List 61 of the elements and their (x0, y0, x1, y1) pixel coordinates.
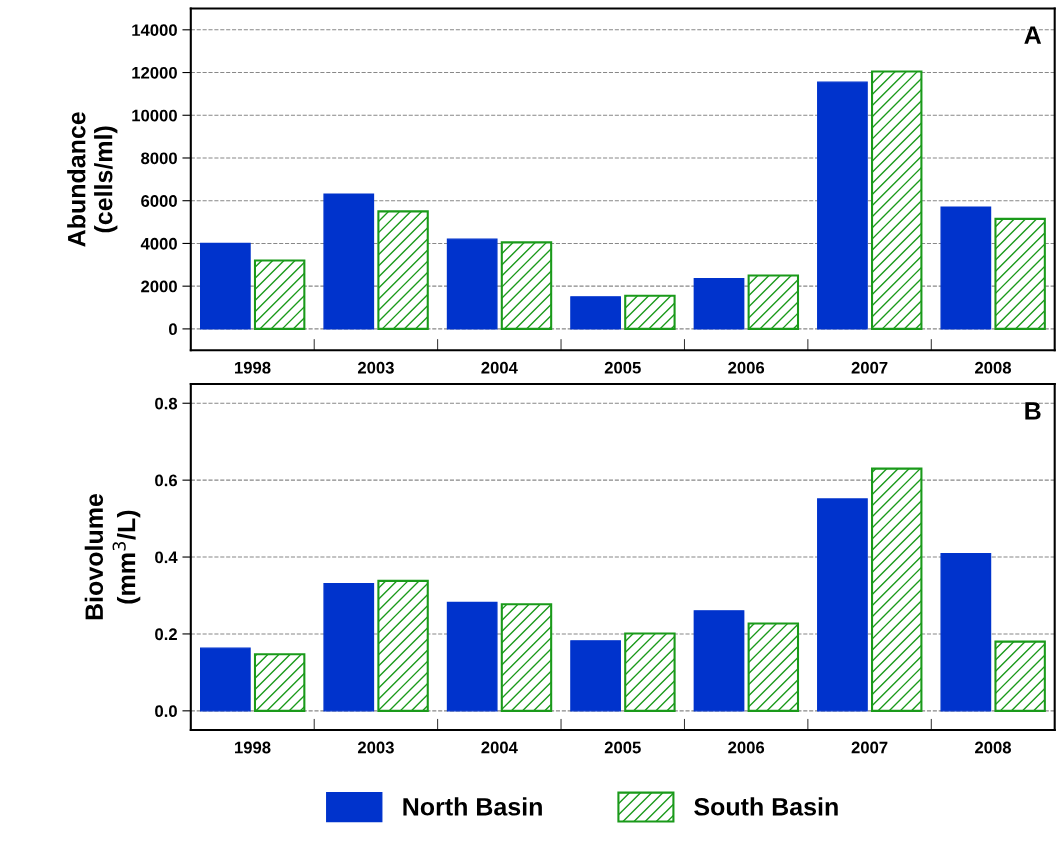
bar (747, 274, 800, 330)
x-tick-label: 2007 (851, 361, 888, 374)
legend-label: South Basin (694, 797, 838, 816)
x-tick-label: 2007 (851, 741, 888, 754)
x-tick-label: 2003 (357, 361, 394, 374)
y-tick-label: 0.6 (155, 474, 178, 487)
y-tick-label: 0.4 (155, 551, 178, 564)
annotation: B (1025, 402, 1041, 420)
y-axis-title: Abundance (cells/ml) (67, 112, 118, 247)
bar (323, 193, 375, 330)
bar (994, 640, 1046, 712)
legend-label: North Basin (403, 797, 542, 816)
bar (994, 217, 1046, 330)
y-tick-label: 14000 (132, 24, 177, 37)
x-tick-label: 1998 (235, 361, 271, 374)
bar (570, 296, 621, 330)
bar (940, 552, 992, 712)
bar (199, 242, 251, 330)
x-tick-label: 2004 (481, 361, 518, 374)
y-tick-label: 0.0 (155, 705, 177, 718)
bar (446, 238, 498, 330)
bar (377, 210, 429, 330)
bar (570, 640, 621, 712)
y-tick-label: 2000 (141, 280, 177, 293)
bar (817, 81, 868, 330)
bar (940, 206, 992, 330)
bar (500, 241, 553, 330)
y-tick-label: 0.2 (155, 628, 177, 641)
bar (871, 467, 923, 712)
x-tick-label: 1998 (235, 741, 271, 754)
x-tick-label: 2004 (481, 741, 518, 754)
y-tick-label: 12000 (132, 66, 177, 79)
y-tick-label: 10000 (132, 109, 177, 122)
bar (693, 277, 745, 330)
x-tick-label: 2008 (975, 361, 1012, 374)
x-tick-label: 2006 (728, 361, 765, 374)
annotation: A (1024, 26, 1042, 44)
x-tick-label: 2003 (357, 741, 394, 754)
y-tick-label: 0.8 (155, 397, 178, 410)
x-tick-label: 2006 (728, 741, 765, 754)
x-tick-label: 2005 (604, 741, 641, 754)
bar (199, 647, 251, 712)
bar (817, 498, 868, 712)
bar (377, 579, 429, 712)
bar (323, 582, 375, 712)
bar (253, 653, 306, 712)
bar (446, 601, 498, 712)
bar (871, 70, 923, 330)
y-tick-label: 0 (169, 323, 177, 336)
y-tick-label: 4000 (140, 237, 177, 250)
bar (624, 632, 676, 712)
y-tick-label: 6000 (141, 195, 177, 207)
bar (693, 610, 745, 712)
y-tick-label: 8000 (141, 152, 177, 165)
x-tick-label: 2005 (604, 361, 641, 374)
x-tick-label: 2008 (975, 741, 1012, 754)
bar (253, 259, 306, 330)
y-axis-title: Biovolume (mm$^{3}$/L) (84, 493, 141, 620)
bar (747, 622, 800, 712)
bar (500, 603, 553, 712)
bar (624, 294, 676, 330)
